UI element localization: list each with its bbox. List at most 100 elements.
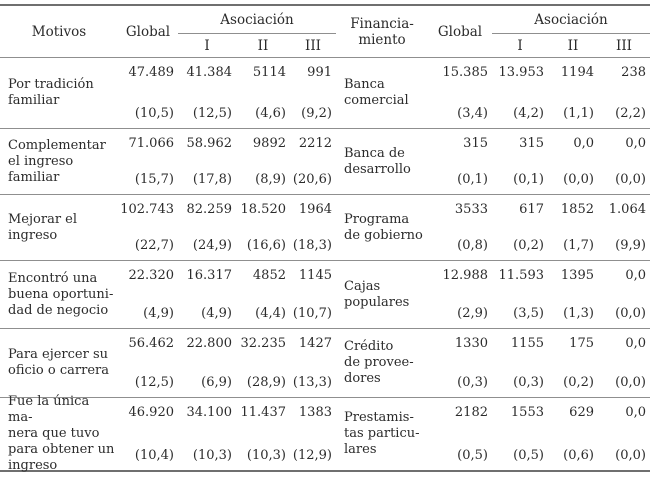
header-asociacion-right-iii: III (616, 37, 632, 54)
cell-percent: (10,3) (192, 448, 232, 463)
row-label: Encontró una buena oportuni- dad de nego… (8, 270, 114, 318)
cell-percent: (1,3) (563, 306, 594, 321)
cell-value: 1964 (298, 202, 332, 217)
value-cell: 4852 (4,4) (236, 261, 290, 329)
value-cell: 71.066 (15,7) (118, 129, 178, 195)
value-cell: 32.235 (28,9) (236, 329, 290, 398)
table-row: Por tradición familiar 47.489 (10,5) 41.384… (0, 58, 650, 129)
value-cell: 5114 (4,6) (236, 58, 290, 129)
value-cell: 1852 (1,7) (548, 195, 598, 261)
cell-value: 1852 (560, 202, 594, 217)
cell-percent: (2,2) (615, 106, 646, 121)
value-cell: 18.520 (16,6) (236, 195, 290, 261)
value-cell: 1395 (1,3) (548, 261, 598, 329)
cell-percent: (0,5) (513, 448, 544, 463)
table-row: Para ejercer su oficio o carrera 56.462 (1… (0, 328, 650, 398)
cell-percent: (12,5) (192, 106, 232, 121)
cell-percent: (1,7) (563, 238, 594, 253)
cell-percent: (10,4) (134, 448, 174, 463)
cell-value: 4852 (252, 268, 286, 283)
value-cell: 175 (0,2) (548, 329, 598, 398)
cell-percent: (4,2) (513, 106, 544, 121)
value-cell: 12.988 (2,9) (428, 261, 492, 329)
cell-value: 175 (569, 336, 594, 351)
cell-value: 629 (569, 405, 594, 420)
motivo-label-cell: Para ejercer su oficio o carrera (0, 329, 118, 398)
cell-percent: (10,5) (134, 106, 174, 121)
cell-value: 41.384 (186, 65, 233, 80)
value-cell: 617 (0,2) (492, 195, 548, 261)
cell-percent: (0,2) (563, 375, 594, 390)
data-table: Motivos Global Asociación Financia- mien… (0, 4, 650, 473)
value-cell: 991 (9,2) (290, 58, 336, 129)
cell-percent: (0,8) (457, 238, 488, 253)
cell-percent: (3,4) (457, 106, 488, 121)
header-motivos: Motivos (31, 23, 87, 40)
value-cell: 1155 (0,3) (492, 329, 548, 398)
header-asociacion-right: Asociación (492, 5, 650, 34)
value-cell: 238 (2,2) (598, 58, 650, 129)
value-cell: 2182 (0,5) (428, 398, 492, 472)
cell-percent: (24,9) (192, 238, 232, 253)
value-cell: 1194 (1,1) (548, 58, 598, 129)
cell-percent: (1,1) (563, 106, 594, 121)
row-label: Mejorar el ingreso (8, 211, 78, 243)
financiamiento-label-cell: Banca de desarrollo (336, 129, 428, 195)
cell-value: 0,0 (625, 268, 646, 283)
value-cell: 315 (0,1) (428, 129, 492, 195)
financiamiento-label-cell: Prestamis- tas particu- lares (336, 398, 428, 472)
cell-percent: (0,0) (615, 306, 646, 321)
header-global-left: Global (125, 23, 171, 40)
cell-value: 47.489 (128, 65, 175, 80)
value-cell: 0,0 (0,0) (598, 329, 650, 398)
cell-value: 82.259 (186, 202, 233, 217)
cell-percent: (0,3) (513, 375, 544, 390)
row-label: Fue la única ma- nera que tuvo para obte… (8, 394, 115, 473)
cell-percent: (0,0) (615, 375, 646, 390)
value-cell: 1145 (10,7) (290, 261, 336, 329)
cell-percent: (22,7) (134, 238, 174, 253)
motivo-label-cell: Fue la única ma- nera que tuvo para obte… (0, 394, 118, 473)
value-cell: 0,0 (0,0) (598, 398, 650, 472)
value-cell: 629 (0,6) (548, 398, 598, 472)
row-label: Programa de gobierno (344, 211, 423, 243)
cell-percent: (12,9) (292, 448, 332, 463)
value-cell: 46.920 (10,4) (118, 398, 178, 472)
motivo-label-cell: Por tradición familiar (0, 58, 118, 129)
header-asociacion-left-iii: III (305, 37, 321, 54)
cell-value: 2212 (298, 136, 332, 151)
value-cell: 15.385 (3,4) (428, 58, 492, 129)
cell-value: 11.593 (498, 268, 545, 283)
cell-value: 9892 (252, 136, 286, 151)
value-cell: 0,0 (0,0) (598, 261, 650, 329)
header-asociacion-left-i: I (204, 37, 210, 54)
value-cell: 22.800 (6,9) (178, 329, 236, 398)
value-cell: 82.259 (24,9) (178, 195, 236, 261)
financiamiento-label-cell: Programa de gobierno (336, 195, 428, 261)
cell-percent: (6,9) (201, 375, 232, 390)
value-cell: 13.953 (4,2) (492, 58, 548, 129)
cell-value: 22.800 (186, 336, 233, 351)
cell-percent: (15,7) (134, 172, 174, 187)
value-cell: 16.317 (4,9) (178, 261, 236, 329)
cell-percent: (0,1) (457, 172, 488, 187)
cell-value: 18.520 (240, 202, 287, 217)
financiamiento-label-cell: Banca comercial (336, 58, 428, 129)
cell-value: 12.988 (442, 268, 489, 283)
cell-value: 315 (463, 136, 488, 151)
cell-value: 0,0 (625, 405, 646, 420)
table-row: Encontró una buena oportuni- dad de nego… (0, 260, 650, 329)
cell-percent: (4,6) (255, 106, 286, 121)
row-label: Por tradición familiar (8, 77, 94, 108)
motivo-label-cell: Complementar el ingreso familiar (0, 129, 118, 195)
cell-percent: (2,9) (457, 306, 488, 321)
value-cell: 1383 (12,9) (290, 398, 336, 472)
table-row: Mejorar el ingreso 102.743 (22,7) 82.259 (24… (0, 194, 650, 261)
cell-value: 238 (621, 65, 646, 80)
cell-percent: (0,0) (563, 172, 594, 187)
value-cell: 315 (0,1) (492, 129, 548, 195)
cell-percent: (0,0) (615, 448, 646, 463)
value-cell: 0,0 (0,0) (548, 129, 598, 195)
cell-value: 58.962 (186, 136, 233, 151)
cell-value: 22.320 (128, 268, 175, 283)
